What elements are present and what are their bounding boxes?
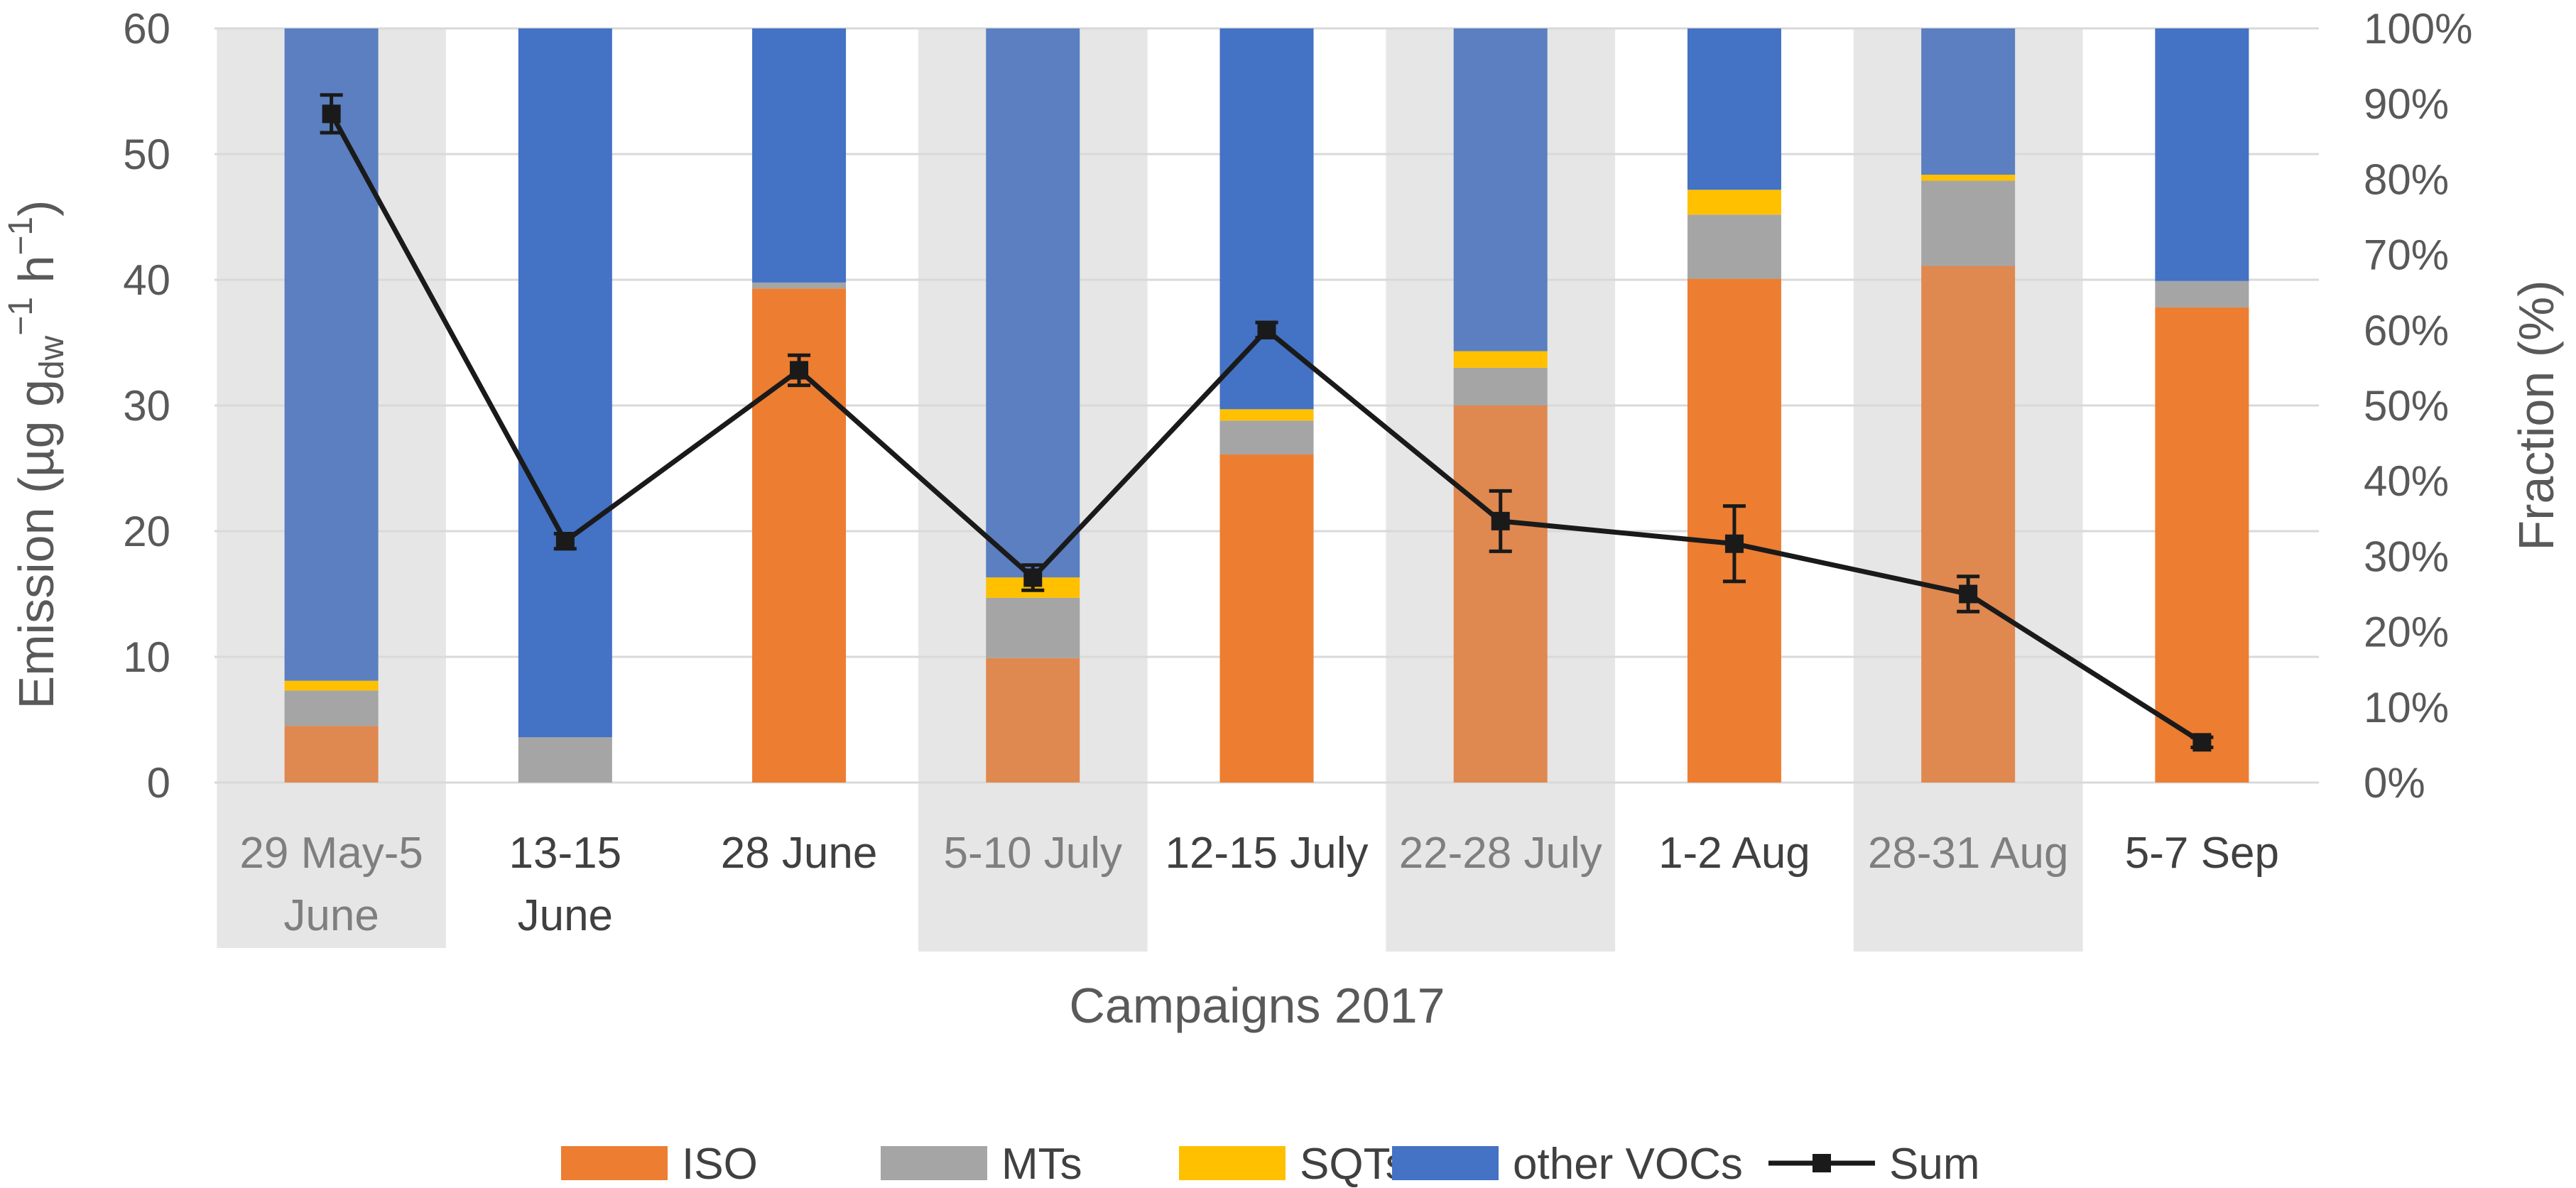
bar-other-vocs <box>1687 28 1781 190</box>
legend-swatch-other-vocs <box>1392 1146 1499 1180</box>
left-y-tick-label: 20 <box>123 508 170 555</box>
left-y-tick-label: 0 <box>147 759 170 807</box>
sum-marker <box>322 104 341 124</box>
bar-mts <box>284 690 379 726</box>
right-y-tick-label: 90% <box>2364 80 2449 128</box>
bar-mts <box>1921 180 2016 266</box>
legend-swatch-mts <box>881 1146 987 1180</box>
bar-iso <box>986 658 1080 783</box>
legend-label: ISO <box>682 1140 758 1188</box>
x-category-label: June <box>283 891 379 940</box>
right-y-tick-label: 50% <box>2364 382 2449 430</box>
bar-mts <box>986 597 1080 658</box>
bar-iso <box>1921 266 2016 783</box>
legend-swatch-iso <box>561 1146 668 1180</box>
legend-label: MTs <box>1001 1140 1082 1188</box>
bar-other-vocs <box>284 28 379 681</box>
ylabel-sup: −1 <box>2 297 40 336</box>
sum-marker <box>555 532 575 551</box>
ylabel-close: ) <box>9 200 64 217</box>
legend-label: SQTs <box>1300 1140 1408 1188</box>
x-category-label: 29 May-5 <box>239 829 423 878</box>
bar-mts <box>518 737 612 783</box>
left-y-axis-title: Emission (µg gdw−1 h−1) <box>2 200 71 709</box>
right-y-tick-label: 100% <box>2364 5 2472 53</box>
x-category-label: 12-15 July <box>1165 829 1368 878</box>
right-y-tick-label: 80% <box>2364 156 2449 203</box>
ylabel-main: Emission (µg g <box>9 379 64 709</box>
bar-mts <box>1453 367 1548 405</box>
sum-marker <box>1724 534 1744 553</box>
right-y-tick-label: 10% <box>2364 684 2449 731</box>
bar-iso <box>2155 307 2249 783</box>
x-category-label: 13-15 <box>509 829 622 878</box>
right-y-tick-label: 40% <box>2364 457 2449 505</box>
x-category-label: 28-31 Aug <box>1868 829 2069 878</box>
x-category-label: 22-28 July <box>1399 829 1602 878</box>
right-y-tick-label: 0% <box>2364 759 2425 807</box>
right-y-tick-label: 20% <box>2364 609 2449 656</box>
legend-label: Sum <box>1889 1140 1979 1188</box>
right-y-tick-label: 70% <box>2364 231 2449 279</box>
left-y-tick-label: 60 <box>123 5 170 53</box>
bar-sqts <box>284 680 379 691</box>
ylabel-sub: dw <box>33 335 71 379</box>
right-y-axis-title: Fraction (%) <box>2509 280 2564 550</box>
right-y-tick-label: 30% <box>2364 533 2449 580</box>
left-y-tick-label: 10 <box>123 633 170 681</box>
bar-other-vocs <box>1219 28 1314 410</box>
x-category-label: 1-2 Aug <box>1658 829 1810 878</box>
x-category-label: June <box>518 891 613 940</box>
legend-label: other VOCs <box>1513 1140 1743 1188</box>
sum-marker <box>790 361 809 380</box>
bar-sqts <box>1687 190 1781 215</box>
sum-marker <box>1023 568 1043 587</box>
bar-sqts <box>1453 351 1548 368</box>
bar-iso <box>1219 454 1314 783</box>
bar-mts <box>752 282 847 289</box>
bar-sqts <box>1921 175 2016 181</box>
x-category-label: 28 June <box>721 829 878 878</box>
bar-iso <box>1453 405 1548 783</box>
x-category-label: 5-10 July <box>943 829 1122 878</box>
sum-marker <box>1959 584 1978 604</box>
left-y-tick-label: 50 <box>123 131 170 178</box>
left-y-tick-label: 30 <box>123 382 170 430</box>
ylabel-unit: h <box>9 256 64 297</box>
bar-other-vocs <box>518 28 612 738</box>
bar-other-vocs <box>2155 28 2249 281</box>
bar-other-vocs <box>986 28 1080 578</box>
bar-mts <box>1687 214 1781 279</box>
x-category-label: 5-7 Sep <box>2125 829 2279 878</box>
legend-swatch-sqts <box>1179 1146 1286 1180</box>
sum-marker <box>1257 320 1276 339</box>
legend-marker-sum <box>1813 1154 1831 1172</box>
bar-mts <box>1219 420 1314 455</box>
sum-marker <box>2192 733 2212 752</box>
bar-other-vocs <box>1453 28 1548 352</box>
ylabel-sup2: −1 <box>2 217 40 256</box>
left-y-tick-label: 40 <box>123 256 170 304</box>
bar-iso <box>284 726 379 783</box>
x-axis-title: Campaigns 2017 <box>1069 978 1445 1033</box>
bar-other-vocs <box>1921 28 2016 175</box>
bar-other-vocs <box>752 28 847 283</box>
bar-sqts <box>1219 409 1314 421</box>
bar-mts <box>2155 280 2249 307</box>
right-y-tick-label: 60% <box>2364 307 2449 354</box>
sum-marker <box>1491 511 1510 530</box>
